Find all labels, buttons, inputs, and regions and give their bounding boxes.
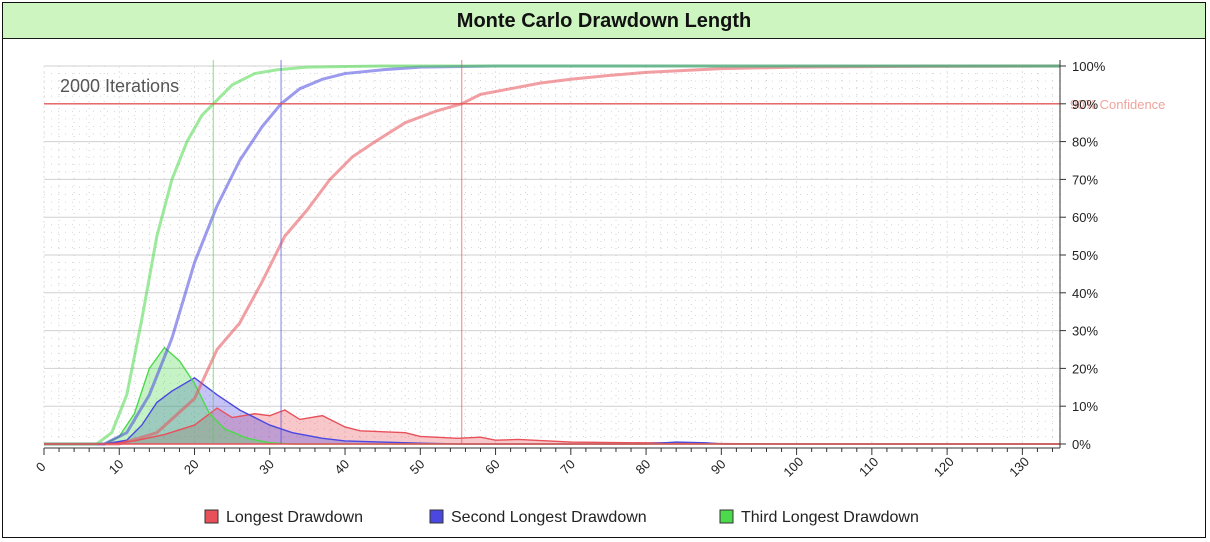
- x-tick-label: 20: [181, 456, 202, 477]
- x-tick-label: 10: [106, 456, 127, 477]
- legend-swatch-1: [204, 509, 219, 524]
- x-tick-label: 130: [1006, 454, 1032, 480]
- y-tick-label: 90%: [1072, 97, 1098, 112]
- distribution-area-1: [44, 408, 1060, 444]
- y-tick-label: 20%: [1072, 361, 1098, 376]
- x-tick-label: 50: [407, 456, 428, 477]
- cumulative-line-2: [44, 64, 1060, 446]
- y-tick-label: 10%: [1072, 399, 1098, 414]
- x-tick-label: 110: [856, 454, 881, 479]
- y-tick-label: 100%: [1072, 59, 1106, 74]
- distribution-area-3: [44, 347, 1060, 444]
- iterations-label: 2000 Iterations: [60, 76, 179, 96]
- y-tick-label: 0%: [1072, 437, 1091, 452]
- legend: Longest Drawdown Second Longest Drawdown T…: [204, 509, 919, 526]
- distribution-line-3: [44, 346, 1060, 445]
- x-tick-label: 30: [256, 456, 277, 477]
- x-tick-label: 0: [33, 459, 49, 475]
- x-tick-label: 70: [557, 456, 578, 477]
- legend-label-2: Second Longest Drawdown: [451, 509, 647, 526]
- y-tick-label: 40%: [1072, 286, 1098, 301]
- distribution-line-2: [44, 377, 1060, 445]
- chart-title: Monte Carlo Drawdown Length: [456, 10, 752, 32]
- confidence-label: 90% Confidence: [1070, 97, 1165, 112]
- cumulative-line-3: [44, 64, 1060, 446]
- y-tick-label: 80%: [1072, 135, 1098, 150]
- cumulative-line-1: [44, 64, 1061, 446]
- x-tick-label: 100: [780, 454, 806, 480]
- y-tick-label: 50%: [1072, 248, 1098, 263]
- title-bar: Monte Carlo Drawdown Length: [3, 3, 1205, 39]
- x-tick-label: 120: [931, 454, 957, 480]
- y-tick-label: 30%: [1072, 324, 1098, 339]
- x-tick-label: 40: [331, 456, 352, 477]
- legend-label-1: Longest Drawdown: [226, 509, 363, 526]
- y-tick-label: 60%: [1072, 210, 1098, 225]
- x-tick-label: 60: [482, 456, 503, 477]
- y-tick-label: 70%: [1072, 172, 1098, 187]
- legend-label-3: Third Longest Drawdown: [741, 509, 919, 526]
- x-tick-label: 90: [708, 456, 729, 477]
- x-tick-label: 80: [632, 456, 653, 477]
- distribution-line-1: [44, 407, 1060, 445]
- legend-swatch-2: [429, 509, 444, 524]
- legend-swatch-3: [719, 509, 734, 524]
